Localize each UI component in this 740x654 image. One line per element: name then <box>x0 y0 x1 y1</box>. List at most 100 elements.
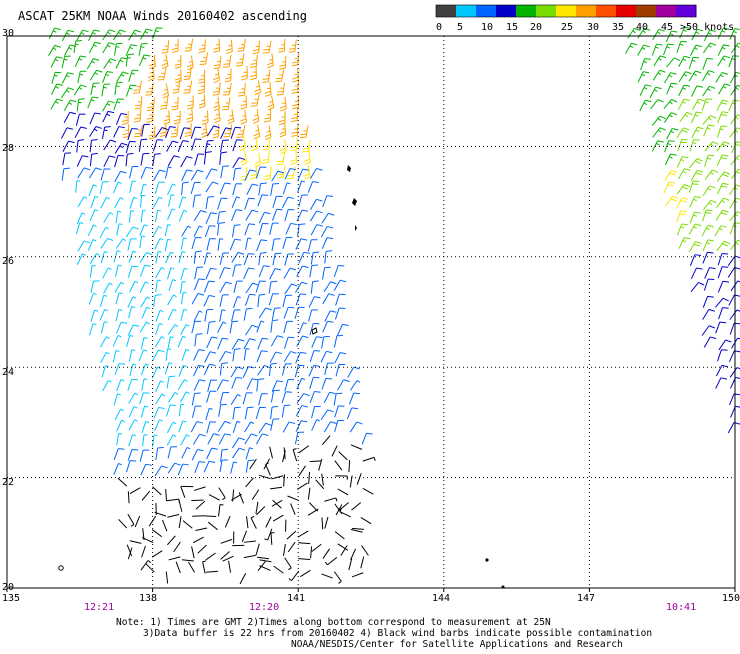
barb-feather <box>209 226 215 227</box>
wind-barb <box>322 517 323 529</box>
barb-feather <box>183 292 186 293</box>
barb-feather <box>327 196 333 197</box>
barb-feather <box>255 99 258 100</box>
barb-feather <box>299 224 305 225</box>
barb-feather <box>277 177 283 178</box>
barb-feather <box>255 130 258 131</box>
barb-feather <box>185 48 191 49</box>
barb-feather <box>223 106 229 107</box>
barb-feather <box>222 109 228 110</box>
barb-feather <box>681 211 687 212</box>
barb-feather <box>256 86 259 87</box>
lat-label-30: 30 <box>2 28 14 39</box>
barb-feather <box>656 44 662 45</box>
barb-feather <box>185 51 191 52</box>
barb-feather <box>119 364 125 365</box>
barb-feather <box>169 376 175 377</box>
barb-feather <box>248 460 254 461</box>
barb-feather <box>170 337 173 338</box>
barb-feather <box>189 62 192 63</box>
barb-feather <box>645 59 651 60</box>
barb-feather <box>229 115 232 116</box>
barb-feather <box>224 136 230 137</box>
barb-feather <box>235 168 241 169</box>
barb-feather <box>288 307 294 308</box>
barb-feather <box>234 225 240 226</box>
barb-feather <box>733 56 739 57</box>
note-line-2: 3)Data buffer is 22 hrs from 20160402 4)… <box>143 628 652 639</box>
legend-swatch <box>456 5 477 17</box>
barb-feather <box>64 168 70 169</box>
barb-feather <box>261 183 267 184</box>
barb-feather <box>133 93 139 94</box>
legend-tick: 0 <box>436 22 442 33</box>
barb-feather <box>161 73 164 74</box>
barb-feather <box>64 59 67 60</box>
barb-feather <box>303 148 309 149</box>
barb-feather <box>144 379 147 380</box>
barb-feather <box>681 41 687 42</box>
barb-feather <box>163 60 166 61</box>
legend-tick: 35 <box>612 22 624 33</box>
barb-feather <box>235 127 241 128</box>
barb-feather <box>209 322 215 323</box>
legend-swatch <box>596 5 617 17</box>
barb-feather <box>669 141 675 142</box>
barb-feather <box>300 294 306 295</box>
barb-feather <box>236 63 242 64</box>
barb-feather <box>200 64 206 65</box>
legend-tick: 5 <box>457 22 463 33</box>
time-label-1041: 10:41 <box>666 602 696 613</box>
barb-feather <box>248 254 254 255</box>
barb-feather <box>168 239 171 240</box>
barb-feather <box>226 103 229 104</box>
barb-feather <box>723 308 729 309</box>
barb-feather <box>118 449 124 450</box>
barb-feather <box>223 67 229 68</box>
barb-feather <box>138 130 141 131</box>
legend-tick: 15 <box>506 22 518 33</box>
note-line-3: NOAA/NESDIS/Center for Satellite Applica… <box>291 639 623 650</box>
barb-feather <box>158 252 161 253</box>
note-line-1: Note: 1) Times are GMT 2)Times along bot… <box>116 617 551 628</box>
barb-feather <box>284 405 290 406</box>
barb-feather <box>720 322 726 323</box>
barb-feather <box>267 46 270 47</box>
barb-feather <box>238 48 244 49</box>
legend-swatch <box>636 5 657 17</box>
legend-swatch <box>656 5 677 17</box>
legend-swatch <box>676 5 697 17</box>
barb-feather <box>222 310 225 311</box>
legend-swatch <box>556 5 577 17</box>
barb-feather <box>314 392 320 393</box>
barb-feather <box>76 40 82 41</box>
wind-barb <box>349 460 350 472</box>
barb-feather <box>188 44 191 45</box>
barb-feather <box>227 88 230 89</box>
barb-feather <box>203 561 206 562</box>
time-label-1220: 12:20 <box>249 602 279 613</box>
barb-feather <box>248 238 251 239</box>
legend-tick: 45 <box>661 22 673 33</box>
barb-shaft <box>270 166 271 178</box>
map-title: ASCAT 25KM NOAA Winds 20160402 ascending <box>18 9 307 23</box>
lat-label-20: 20 <box>2 582 14 593</box>
barb-feather <box>249 198 255 199</box>
barb-feather <box>158 210 161 211</box>
wind-barb <box>204 516 216 517</box>
lat-label-26: 26 <box>2 256 14 267</box>
barb-shaft <box>349 460 350 472</box>
barb-feather <box>116 43 122 44</box>
barb-feather <box>279 75 282 76</box>
barb-feather <box>119 224 122 225</box>
barb-feather <box>313 252 319 253</box>
barb-feather <box>269 102 272 103</box>
barb-feather <box>219 211 225 212</box>
barb-feather <box>209 281 215 282</box>
barb-feather <box>304 131 307 132</box>
barb-feather <box>208 197 214 198</box>
barb-feather <box>145 265 151 266</box>
barb-feather <box>145 95 151 96</box>
barb-shaft <box>204 516 216 517</box>
